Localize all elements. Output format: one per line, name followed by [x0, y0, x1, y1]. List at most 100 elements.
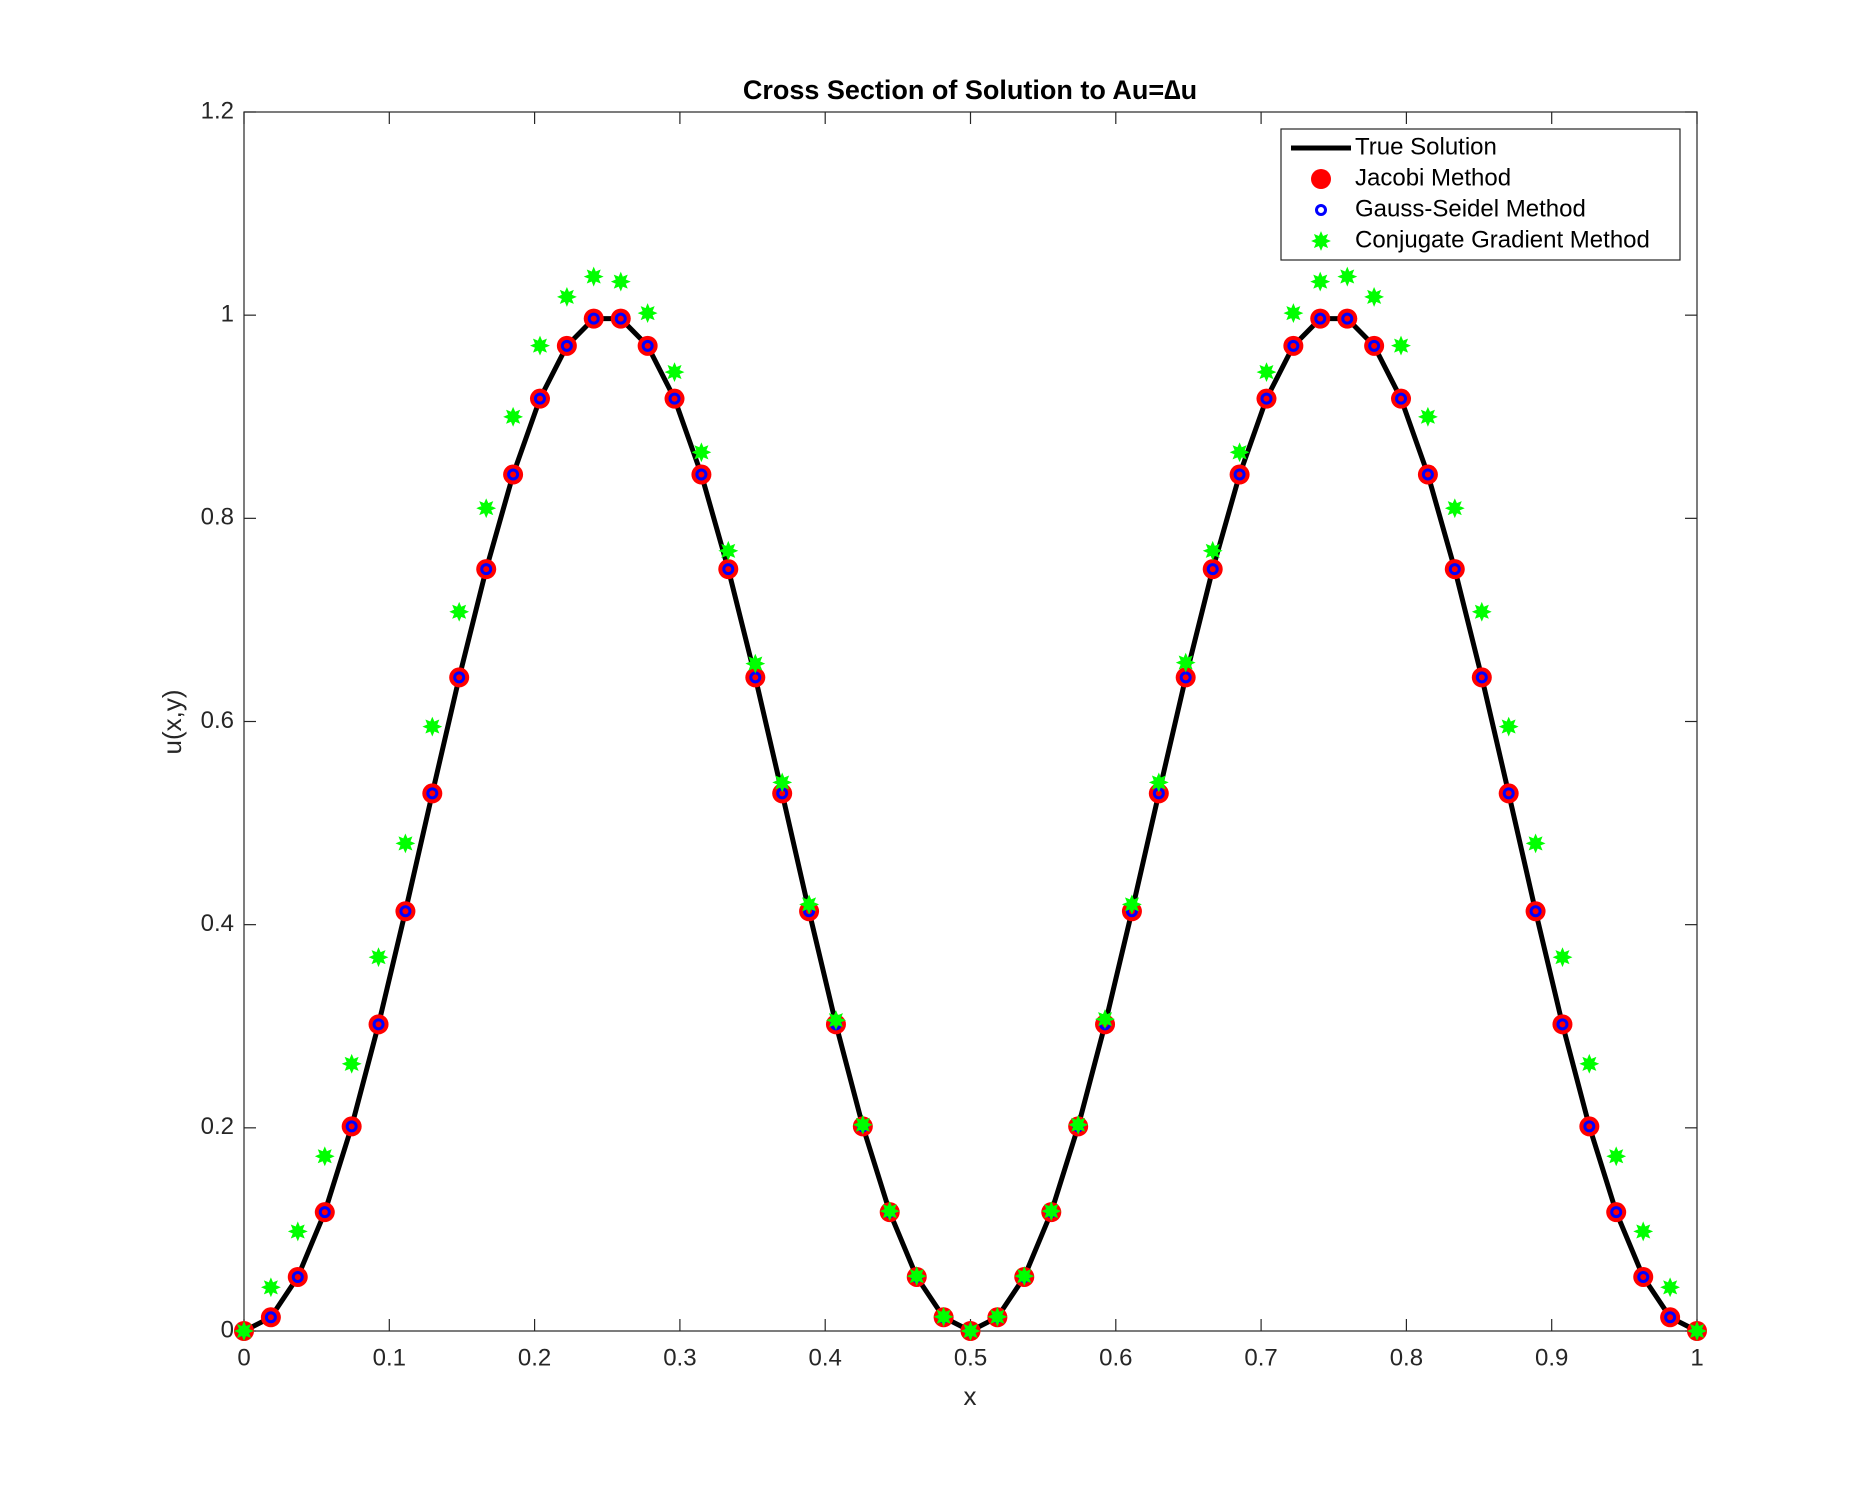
gauss-seidel-point: [1475, 671, 1488, 684]
x-tick-label: 0.9: [1535, 1344, 1568, 1371]
legend-marker: [1311, 231, 1331, 251]
gauss-seidel-point: [560, 339, 573, 352]
gauss-seidel-point: [399, 905, 412, 918]
cg-point: [1095, 1009, 1115, 1030]
x-tick-label: 0.2: [518, 1344, 551, 1371]
cg-point: [718, 540, 739, 561]
cg-point: [1310, 271, 1331, 292]
x-tick-label: 1: [1690, 1344, 1703, 1371]
cg-point: [1525, 833, 1546, 854]
cg-point: [557, 286, 577, 307]
cg-point: [960, 1321, 981, 1341]
gauss-seidel-point: [1610, 1206, 1623, 1219]
cg-point: [1391, 335, 1411, 356]
cg-point: [610, 271, 631, 292]
gauss-seidel-point: [1421, 468, 1434, 481]
cg-point: [1417, 406, 1438, 427]
cg-point: [314, 1146, 335, 1167]
cg-point: [1579, 1053, 1600, 1074]
jacobi-point: [1337, 308, 1358, 329]
cg-point: [1498, 716, 1519, 737]
cg-point: [1256, 362, 1277, 383]
jacobi-point: [260, 1307, 281, 1328]
gauss-seidel-point: [372, 1018, 385, 1031]
x-tick-label: 0.7: [1244, 1344, 1277, 1371]
cg-point: [906, 1266, 927, 1287]
x-tick-label: 0.8: [1390, 1344, 1423, 1371]
jacobi-point: [745, 667, 766, 688]
cg-point: [745, 653, 766, 674]
y-tick-label: 1.2: [201, 97, 234, 124]
x-tick-label: 0.5: [954, 1344, 987, 1371]
gauss-seidel-point: [668, 392, 681, 405]
cg-point: [1444, 498, 1465, 519]
cg-point: [1687, 1321, 1707, 1341]
jacobi-point: [1310, 308, 1331, 329]
gauss-seidel-point: [587, 312, 600, 325]
gauss-seidel-point: [1179, 671, 1192, 684]
gauss-seidel-point: [1341, 312, 1354, 325]
gauss-seidel-point: [1314, 312, 1327, 325]
gauss-seidel-point: [614, 312, 627, 325]
cg-point: [1041, 1201, 1062, 1221]
x-tick-label: 0.1: [373, 1344, 406, 1371]
x-tick-label: 0.6: [1099, 1344, 1132, 1371]
legend-label: True Solution: [1355, 133, 1497, 160]
jacobi-point: [691, 464, 712, 485]
jacobi-point: [341, 1116, 362, 1137]
gauss-seidel-point: [507, 468, 520, 481]
jacobi-point: [1417, 464, 1438, 485]
gauss-seidel-point: [1368, 339, 1381, 352]
legend-marker: [1311, 169, 1331, 189]
jacobi-point: [1498, 783, 1519, 804]
x-axis-label: x: [964, 1381, 977, 1411]
gauss-seidel-point: [695, 468, 708, 481]
jacobi-point: [1202, 559, 1223, 580]
cg-point: [1148, 772, 1169, 793]
jacobi-point: [583, 308, 604, 329]
cg-point: [879, 1201, 900, 1221]
cg-point: [1121, 894, 1142, 915]
jacobi-point: [1471, 667, 1492, 688]
jacobi-point: [637, 335, 658, 356]
jacobi-point: [664, 388, 685, 409]
gauss-seidel-point: [641, 339, 654, 352]
cg-point: [933, 1306, 954, 1327]
cg-point: [1471, 601, 1492, 622]
jacobi-point: [1444, 559, 1465, 580]
cg-point: [368, 947, 389, 968]
gauss-seidel-point: [453, 671, 466, 684]
cg-point: [987, 1306, 1008, 1327]
x-tick-label: 0.4: [809, 1344, 842, 1371]
jacobi-point: [718, 559, 739, 580]
gauss-seidel-point: [1583, 1120, 1596, 1133]
jacobi-point: [1391, 388, 1412, 409]
gauss-seidel-point: [1502, 787, 1515, 800]
plot-area: [243, 111, 1698, 1332]
legend-label: Conjugate Gradient Method: [1355, 226, 1650, 253]
y-axis-label: u(x,y): [157, 690, 187, 755]
jacobi-point: [1660, 1307, 1681, 1328]
cg-point: [1660, 1277, 1680, 1298]
gauss-seidel-point: [264, 1311, 277, 1324]
gauss-seidel-point: [1206, 563, 1219, 576]
gauss-seidel-point: [480, 563, 493, 576]
gauss-seidel-point: [345, 1120, 358, 1133]
jacobi-point: [1364, 335, 1385, 356]
jacobi-point: [368, 1014, 389, 1035]
cg-point: [799, 894, 820, 915]
jacobi-point: [1175, 667, 1196, 688]
jacobi-point: [610, 308, 631, 329]
cg-point: [395, 833, 416, 854]
gauss-seidel-point: [722, 563, 735, 576]
gauss-seidel-point: [1233, 468, 1246, 481]
legend-label: Jacobi Method: [1355, 164, 1511, 191]
legend-label: Gauss-Seidel Method: [1355, 195, 1586, 222]
cg-point: [341, 1053, 362, 1074]
gauss-seidel-point: [1664, 1311, 1677, 1324]
chart-title: Cross Section of Solution to Au=∆u: [743, 75, 1197, 105]
jacobi-point: [314, 1202, 335, 1223]
cg-point: [1014, 1266, 1035, 1287]
y-tick-label: 0.2: [201, 1113, 234, 1140]
